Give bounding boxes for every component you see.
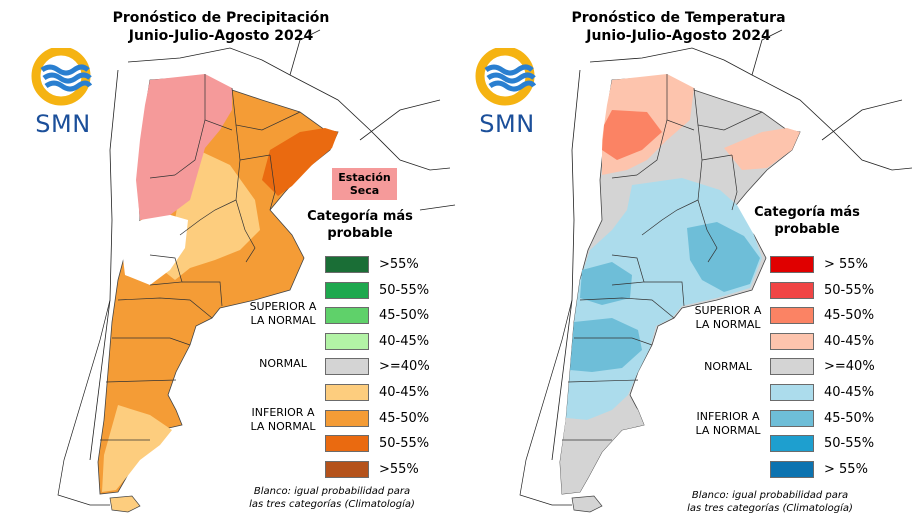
tierra-del-fuego-right xyxy=(571,495,603,513)
province-outlines-right xyxy=(562,74,763,441)
region-inferior-50-55 xyxy=(262,128,338,196)
smn-logo-text-right: SMN xyxy=(479,110,535,138)
precipitation-legend-label: >55% xyxy=(379,257,419,272)
precipitation-group-normal: NORMAL xyxy=(259,357,307,370)
temperature-legend-label: > 55% xyxy=(824,462,868,477)
precipitation-legend-swatch xyxy=(325,461,369,478)
temperature-legend: > 55% 50-55% 45-50% 40-45% >=40% 40-45% 45-50%… xyxy=(770,256,880,486)
temperature-legend-label: 40-45% xyxy=(824,385,875,400)
temperature-legend-label: 50-55% xyxy=(824,436,875,451)
precipitation-legend-swatch xyxy=(325,384,369,401)
precipitation-note: Blanco: igual probabilidad para las tres… xyxy=(249,486,415,510)
precipitation-legend-label: >55% xyxy=(379,462,419,477)
temperature-legend-swatch xyxy=(770,333,814,350)
temperature-legend-label: 40-45% xyxy=(824,334,875,349)
precipitation-legend-swatch xyxy=(325,256,369,273)
precipitation-legend-swatch xyxy=(325,333,369,350)
precipitation-legend-swatch xyxy=(325,282,369,299)
smn-logo-right: SMN xyxy=(472,46,542,140)
temperature-legend-label: >=40% xyxy=(824,359,875,374)
smn-logo-mark xyxy=(31,46,93,106)
precipitation-group-superior: SUPERIOR A LA NORMAL xyxy=(249,300,317,327)
precipitation-legend-label: 45-50% xyxy=(379,411,430,426)
precipitation-legend: >55% 50-55% 45-50% 40-45% >=40% 40-45% 45-50% 5… xyxy=(325,256,435,486)
precipitation-legend-label: 50-55% xyxy=(379,283,430,298)
precipitation-legend-swatch xyxy=(325,435,369,452)
province-outlines xyxy=(100,74,301,441)
smn-logo: SMN xyxy=(28,46,98,140)
smn-logo-mark-right xyxy=(475,46,537,106)
precipitation-legend-title: Categoría más probable xyxy=(307,209,413,241)
estacion-seca-badge: Estación Seca xyxy=(332,168,397,200)
temperature-panel: Pronóstico de Temperatura Junio-Julio-Ag… xyxy=(462,0,923,526)
temperature-map xyxy=(519,29,913,513)
temperature-legend-swatch xyxy=(770,358,814,375)
precipitation-legend-label: 40-45% xyxy=(379,385,430,400)
temperature-legend-swatch xyxy=(770,307,814,324)
temperature-legend-swatch xyxy=(770,435,814,452)
chile-coast xyxy=(57,299,111,506)
temperature-legend-label: 45-50% xyxy=(824,308,875,323)
temperature-legend-swatch xyxy=(770,410,814,427)
tierra-del-fuego xyxy=(109,495,141,513)
region-inferior-40-45-south xyxy=(102,405,172,492)
precipitation-panel: Pronóstico de Precipitación Junio-Julio-… xyxy=(28,10,456,513)
precipitation-legend-label: >=40% xyxy=(379,359,430,374)
temperature-group-inferior: INFERIOR A LA NORMAL xyxy=(695,410,761,437)
temperature-legend-swatch xyxy=(770,282,814,299)
precipitation-title: Pronóstico de Precipitación Junio-Julio-… xyxy=(112,10,330,44)
region-superior-40-45-ne xyxy=(724,128,800,170)
temperature-title: Pronóstico de Temperatura Junio-Julio-Ag… xyxy=(571,10,786,44)
temperature-legend-label: 45-50% xyxy=(824,411,875,426)
temperature-note: Blanco: igual probabilidad para las tres… xyxy=(687,490,853,514)
smn-logo-text: SMN xyxy=(35,110,91,138)
precipitation-legend-swatch xyxy=(325,358,369,375)
precipitation-map xyxy=(57,29,456,513)
temperature-group-normal: NORMAL xyxy=(704,360,752,373)
temperature-legend-label: > 55% xyxy=(824,257,868,272)
temperature-legend-title: Categoría más probable xyxy=(754,205,860,237)
temperature-legend-swatch xyxy=(770,384,814,401)
temperature-legend-swatch xyxy=(770,256,814,273)
precipitation-legend-swatch xyxy=(325,307,369,324)
neighbor-borders-right xyxy=(551,29,913,461)
region-inferior-45-50-central xyxy=(580,262,632,305)
precipitation-legend-label: 40-45% xyxy=(379,334,430,349)
precipitation-legend-swatch xyxy=(325,410,369,427)
region-climatologia-west xyxy=(122,212,188,285)
precipitation-legend-label: 45-50% xyxy=(379,308,430,323)
region-inferior-45-50-patagonia xyxy=(570,318,642,372)
chile-coast-right xyxy=(519,299,573,506)
precipitation-legend-label: 50-55% xyxy=(379,436,430,451)
region-inferior-45-50 xyxy=(687,222,760,292)
precipitation-group-inferior: INFERIOR A LA NORMAL xyxy=(250,406,316,433)
region-normal-south xyxy=(560,400,644,494)
region-estacion-seca xyxy=(136,74,232,220)
temperature-legend-label: 50-55% xyxy=(824,283,875,298)
region-superior-45-50 xyxy=(602,110,662,160)
temperature-legend-swatch xyxy=(770,461,814,478)
temperature-group-superior: SUPERIOR A LA NORMAL xyxy=(694,304,762,331)
